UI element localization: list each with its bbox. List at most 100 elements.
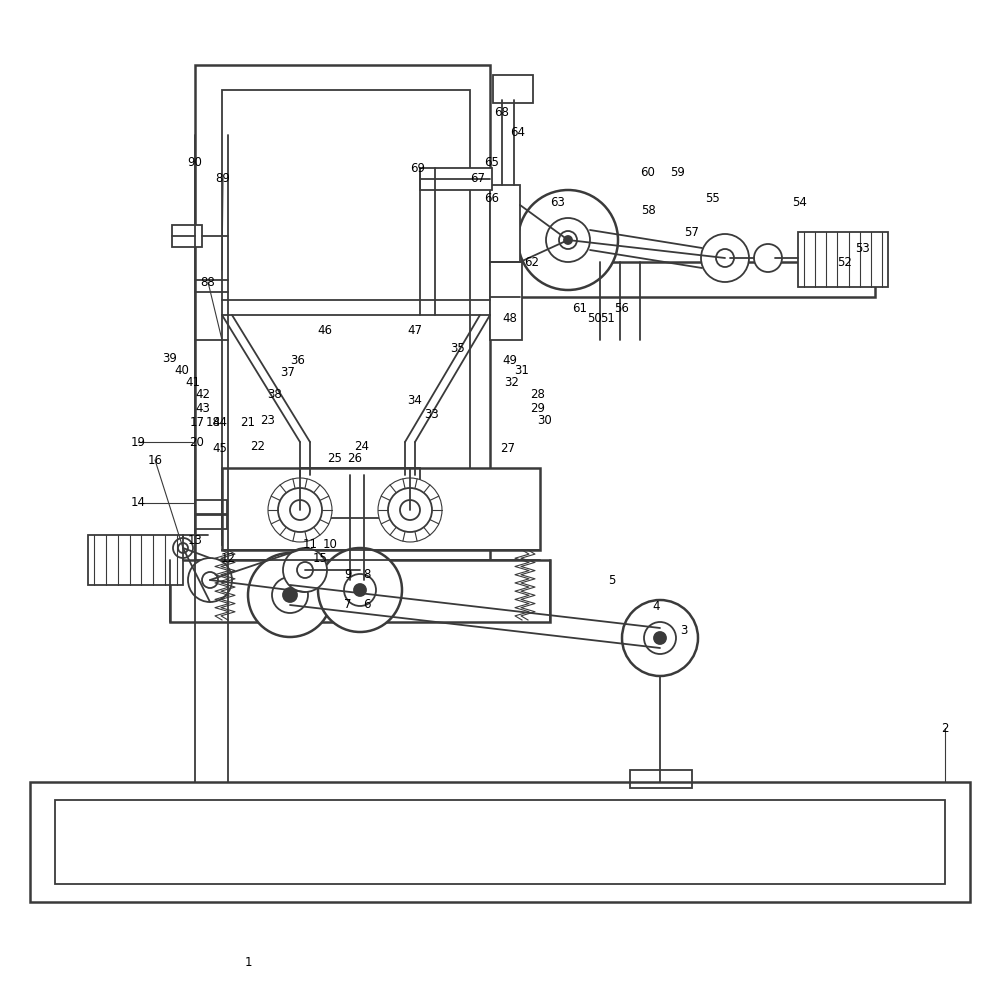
Bar xyxy=(222,90,470,545)
Text: 22: 22 xyxy=(250,441,266,454)
Text: 18: 18 xyxy=(206,417,220,430)
Circle shape xyxy=(644,622,676,654)
Text: 7: 7 xyxy=(344,598,352,611)
Text: 43: 43 xyxy=(196,402,210,415)
Text: 36: 36 xyxy=(291,354,305,367)
Circle shape xyxy=(378,478,442,542)
Text: 41: 41 xyxy=(186,377,200,390)
Text: 14: 14 xyxy=(130,497,146,509)
Text: 32: 32 xyxy=(505,377,519,390)
Text: 12: 12 xyxy=(220,551,236,564)
Text: 24: 24 xyxy=(354,441,370,454)
Text: 38: 38 xyxy=(268,389,282,402)
Text: 60: 60 xyxy=(641,166,655,179)
Text: 67: 67 xyxy=(471,172,486,185)
Circle shape xyxy=(272,577,308,613)
Text: 45: 45 xyxy=(213,442,227,455)
Circle shape xyxy=(546,218,590,262)
Circle shape xyxy=(559,231,577,249)
Text: 53: 53 xyxy=(855,242,869,255)
Bar xyxy=(490,185,520,265)
Text: 47: 47 xyxy=(408,324,422,337)
Text: 61: 61 xyxy=(572,302,588,315)
Circle shape xyxy=(202,572,218,588)
Text: 52: 52 xyxy=(838,256,852,269)
Circle shape xyxy=(354,584,366,596)
Text: 39: 39 xyxy=(163,352,177,365)
Text: 28: 28 xyxy=(531,389,545,402)
Text: 51: 51 xyxy=(601,312,615,325)
Text: 44: 44 xyxy=(212,416,228,429)
Text: 65: 65 xyxy=(485,156,499,169)
Bar xyxy=(55,800,945,884)
Bar xyxy=(172,225,202,247)
Circle shape xyxy=(283,548,327,592)
Text: 55: 55 xyxy=(705,192,719,205)
Text: 33: 33 xyxy=(425,409,439,422)
Text: 26: 26 xyxy=(348,452,362,465)
Text: 27: 27 xyxy=(501,442,516,455)
Circle shape xyxy=(518,190,618,290)
Circle shape xyxy=(173,538,193,558)
Text: 59: 59 xyxy=(671,166,685,179)
Bar xyxy=(630,770,692,788)
Text: 30: 30 xyxy=(538,414,552,427)
Text: 31: 31 xyxy=(515,364,529,377)
Text: 48: 48 xyxy=(503,312,517,325)
Circle shape xyxy=(268,478,332,542)
Text: 3: 3 xyxy=(680,623,688,636)
Text: 21: 21 xyxy=(240,417,256,430)
Circle shape xyxy=(564,236,572,244)
Text: 34: 34 xyxy=(408,394,422,407)
Text: 42: 42 xyxy=(196,389,210,402)
Text: 54: 54 xyxy=(793,196,807,209)
Circle shape xyxy=(654,632,666,644)
Text: 35: 35 xyxy=(451,342,465,355)
Text: 11: 11 xyxy=(302,538,318,551)
Text: 58: 58 xyxy=(641,204,655,217)
Circle shape xyxy=(283,588,297,602)
Circle shape xyxy=(248,553,332,637)
Bar xyxy=(195,515,227,529)
Text: 4: 4 xyxy=(652,600,660,613)
Text: 8: 8 xyxy=(363,568,371,581)
Circle shape xyxy=(188,558,232,602)
Text: 50: 50 xyxy=(588,312,602,325)
Text: 29: 29 xyxy=(530,402,546,415)
Text: 69: 69 xyxy=(411,162,426,175)
Text: 49: 49 xyxy=(503,354,518,367)
Text: 23: 23 xyxy=(261,414,275,427)
Circle shape xyxy=(754,244,782,272)
Text: 5: 5 xyxy=(608,573,616,586)
Text: 40: 40 xyxy=(175,364,189,377)
Text: 16: 16 xyxy=(148,454,162,467)
Text: 2: 2 xyxy=(941,721,949,734)
Text: 6: 6 xyxy=(363,598,371,611)
Text: 46: 46 xyxy=(318,324,332,337)
Text: 20: 20 xyxy=(190,436,204,449)
Bar xyxy=(30,782,970,902)
Text: 56: 56 xyxy=(615,302,629,315)
Text: 10: 10 xyxy=(323,538,337,551)
Text: 90: 90 xyxy=(188,156,202,169)
Text: 68: 68 xyxy=(495,106,509,119)
Bar xyxy=(493,75,533,103)
Text: 37: 37 xyxy=(281,366,295,379)
Text: 57: 57 xyxy=(685,226,699,239)
Circle shape xyxy=(622,600,698,676)
Text: 88: 88 xyxy=(201,276,215,289)
Text: 1: 1 xyxy=(244,955,252,968)
Text: 62: 62 xyxy=(524,256,540,269)
Bar xyxy=(195,65,490,560)
Bar xyxy=(195,500,227,514)
Text: 9: 9 xyxy=(344,568,352,581)
Text: 19: 19 xyxy=(130,436,146,449)
Bar xyxy=(300,468,420,518)
Bar xyxy=(798,232,888,287)
Circle shape xyxy=(318,548,402,632)
Text: 17: 17 xyxy=(190,417,205,430)
Text: 89: 89 xyxy=(216,172,230,185)
Bar xyxy=(88,535,183,585)
Text: 15: 15 xyxy=(313,551,327,564)
Bar xyxy=(420,168,492,190)
